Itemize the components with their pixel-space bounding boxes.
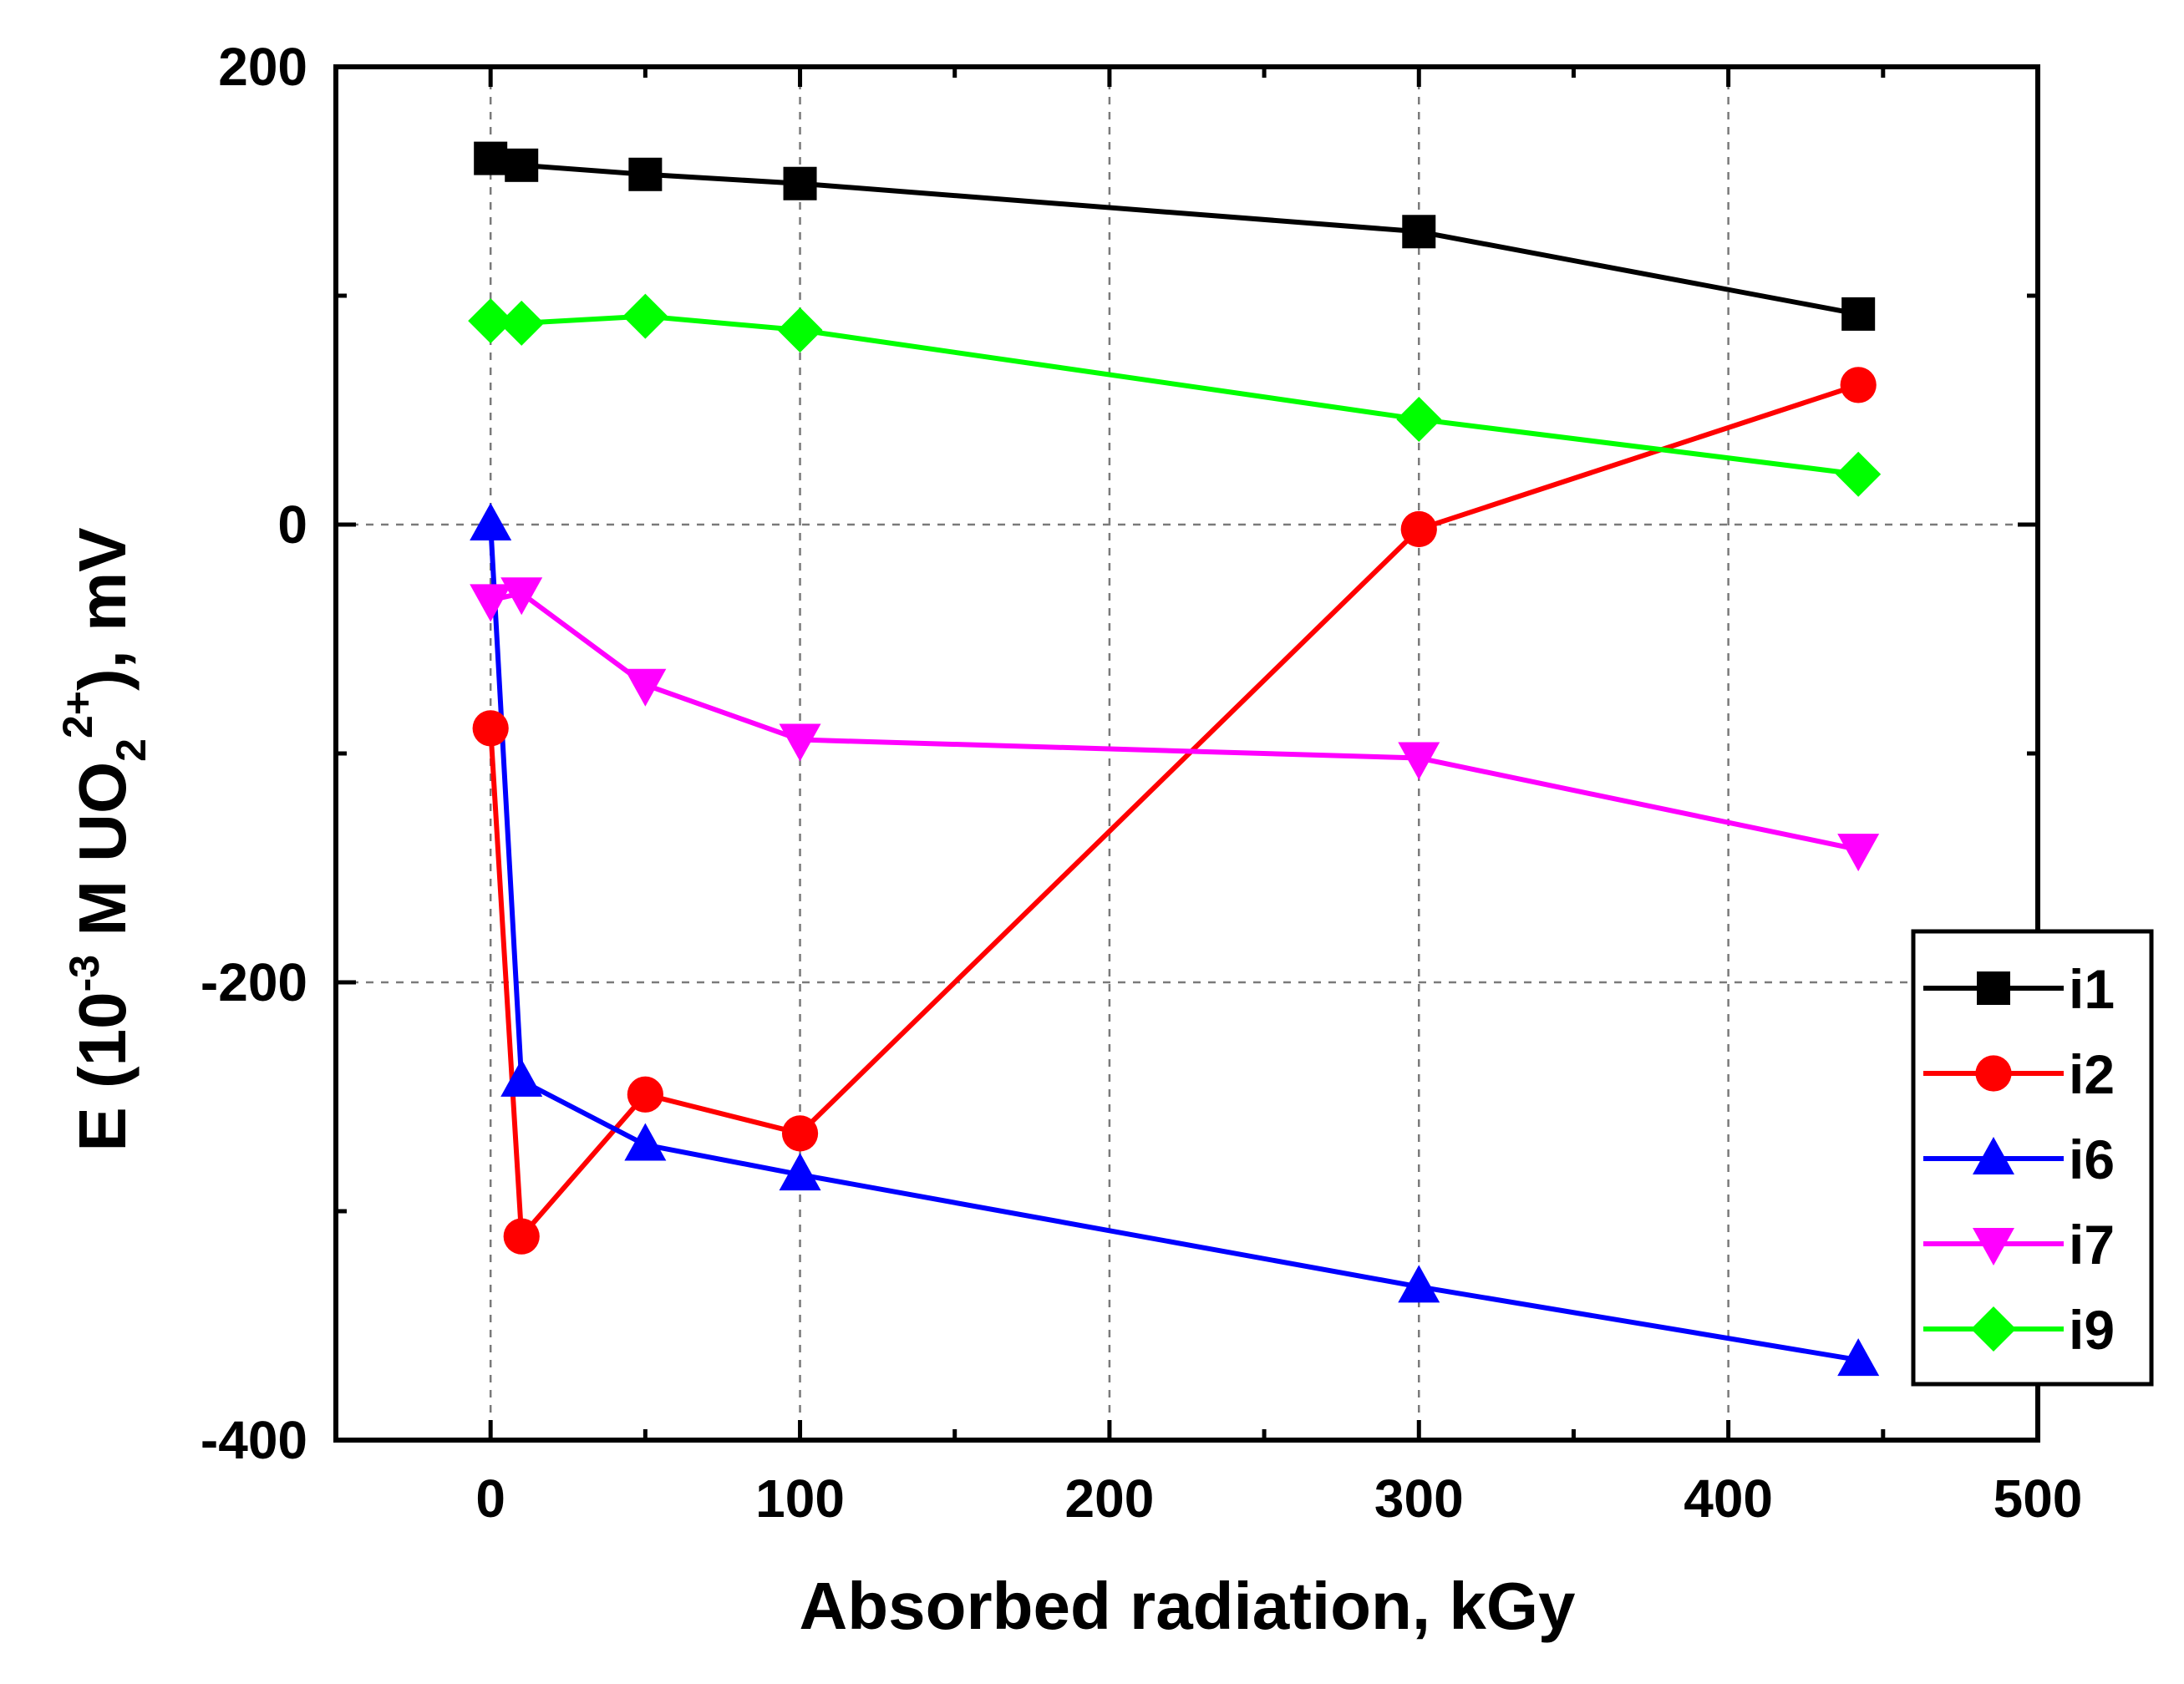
data-point-i7 — [500, 577, 543, 616]
legend-marker-i9 — [1971, 1306, 2016, 1352]
data-point-i2 — [627, 1076, 663, 1113]
data-point-i7 — [1398, 742, 1440, 780]
data-point-i6 — [779, 1153, 821, 1191]
legend-label-i7: i7 — [2069, 1214, 2115, 1276]
data-point-i1 — [1841, 297, 1876, 331]
y-title-sub: 2 — [108, 738, 155, 762]
data-point-i7 — [1837, 834, 1880, 872]
data-point-i1 — [1402, 215, 1436, 249]
series-line-i9 — [490, 313, 1859, 477]
data-point-i2 — [503, 1218, 540, 1255]
y-tick-label: 0 — [277, 495, 307, 555]
y-title-exp: -3 — [61, 955, 108, 992]
x-tick-label: 100 — [755, 1468, 845, 1529]
data-point-i9 — [622, 293, 668, 339]
data-point-i2 — [781, 1115, 819, 1152]
data-point-i9 — [777, 307, 823, 353]
data-point-i7 — [624, 668, 667, 707]
x-tick-label: 300 — [1374, 1468, 1464, 1529]
legend-marker-i6 — [1973, 1137, 2014, 1174]
data-point-i2 — [1840, 367, 1877, 403]
data-point-i9 — [499, 300, 545, 346]
axis-ticks — [333, 64, 2040, 1443]
y-title-species: M UO — [65, 762, 140, 955]
data-point-i2 — [472, 710, 509, 747]
data-point-i1 — [783, 166, 817, 200]
y-tick-label: -200 — [201, 952, 307, 1012]
legend: i1 i2 i6 i7 i9 — [1911, 929, 2154, 1387]
series-line-i2 — [488, 383, 1860, 1240]
data-point-i7 — [779, 723, 821, 762]
legend-label-i9: i9 — [2069, 1299, 2115, 1361]
legend-marker-i7 — [1973, 1228, 2014, 1266]
data-point-i6 — [1837, 1338, 1880, 1377]
series-line-i6 — [488, 524, 1859, 1363]
data-point-i9 — [468, 298, 514, 344]
y-title-main: E (10 — [65, 992, 140, 1151]
data-point-i6 — [624, 1123, 667, 1161]
tick-labels: 0 100 200 300 400 500 -400 -200 0 200 — [201, 37, 2082, 1529]
x-tick-label: 400 — [1684, 1468, 1773, 1529]
data-point-i6 — [500, 1058, 543, 1097]
data-point-i6 — [470, 503, 512, 540]
legend-label-i1: i1 — [2069, 958, 2115, 1020]
data-point-i1 — [505, 148, 539, 182]
data-point-i2 — [1400, 510, 1437, 548]
x-tick-label: 500 — [1994, 1468, 2083, 1529]
x-axis-title: Absorbed radiation, kGy — [799, 1569, 1576, 1643]
legend-marker-i2 — [1975, 1055, 2012, 1092]
data-point-i9 — [1836, 451, 1882, 497]
y-axis-title: E (10-3 M UO2 2+), mV — [54, 527, 155, 1151]
y-tick-label: 200 — [218, 37, 307, 97]
y-title-charge: 2+ — [54, 691, 101, 738]
legend-label-i6: i6 — [2069, 1129, 2115, 1190]
series-line-i7 — [490, 591, 1859, 853]
y-title-tail: ), mV — [65, 527, 140, 691]
data-point-i1 — [628, 157, 663, 191]
data-point-i6 — [1398, 1265, 1440, 1303]
y-tick-label: -400 — [201, 1410, 307, 1470]
data-point-i7 — [470, 584, 512, 622]
series-line-i1 — [490, 155, 1859, 317]
x-tick-label: 200 — [1065, 1468, 1155, 1529]
x-tick-label: 0 — [475, 1468, 505, 1529]
legend-marker-i1 — [1977, 971, 2010, 1005]
grid-lines — [336, 67, 2038, 1440]
data-point-i1 — [474, 141, 508, 175]
series-layer — [468, 141, 1882, 1377]
legend-label-i2: i2 — [2069, 1043, 2115, 1105]
data-point-i9 — [1396, 396, 1442, 442]
